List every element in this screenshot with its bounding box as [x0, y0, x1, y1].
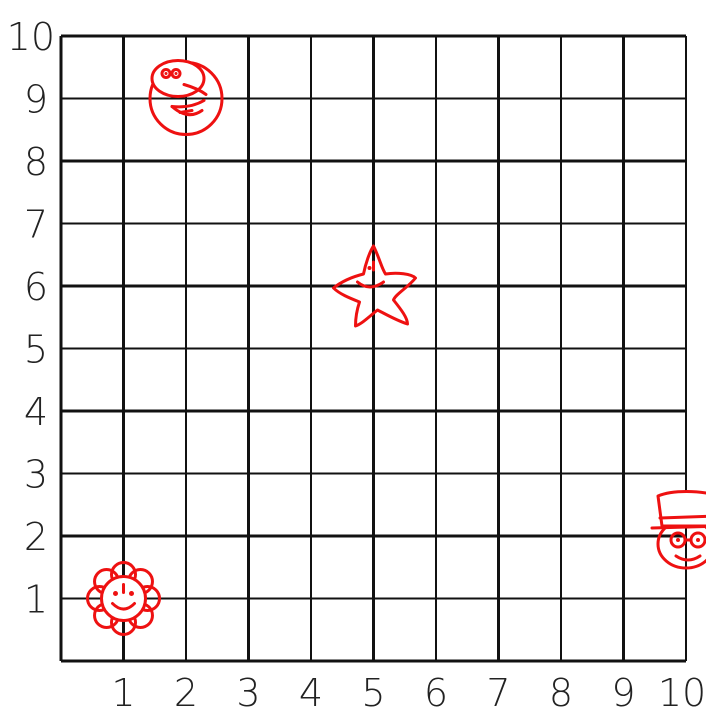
y-tick-label: 3 — [24, 453, 48, 497]
x-tick-label: 10 — [658, 671, 706, 711]
top-hat-face-icon — [650, 490, 706, 570]
y-tick-label: 1 — [24, 578, 48, 622]
y-tick-label: 2 — [24, 515, 48, 559]
y-axis-tick-labels: 1 2 3 4 5 6 7 8 9 10 — [7, 15, 55, 622]
x-tick-label: 7 — [486, 671, 510, 711]
x-tick-label: 3 — [236, 671, 260, 711]
x-tick-label: 5 — [361, 671, 385, 711]
y-tick-label: 9 — [24, 78, 48, 122]
plotted-points — [86, 59, 706, 636]
x-tick-label: 4 — [299, 671, 323, 711]
y-tick-label: 8 — [24, 140, 48, 184]
y-tick-label: 4 — [24, 390, 48, 434]
x-axis-tick-labels: 1 2 3 4 5 6 7 8 9 10 — [111, 671, 706, 711]
x-tick-label: 8 — [549, 671, 573, 711]
y-tick-label: 7 — [24, 203, 48, 247]
grid-lines — [61, 34, 687, 661]
y-tick-label: 5 — [24, 328, 48, 372]
bird-face-icon — [148, 59, 224, 136]
axes — [59, 36, 686, 663]
x-tick-label: 9 — [611, 671, 635, 711]
x-tick-label: 1 — [111, 671, 135, 711]
y-tick-label: 6 — [24, 265, 48, 309]
x-tick-label: 6 — [424, 671, 448, 711]
flower-face-icon — [86, 561, 161, 636]
starfish-icon — [332, 244, 417, 328]
x-tick-label: 2 — [174, 671, 198, 711]
y-tick-label: 10 — [7, 15, 55, 59]
